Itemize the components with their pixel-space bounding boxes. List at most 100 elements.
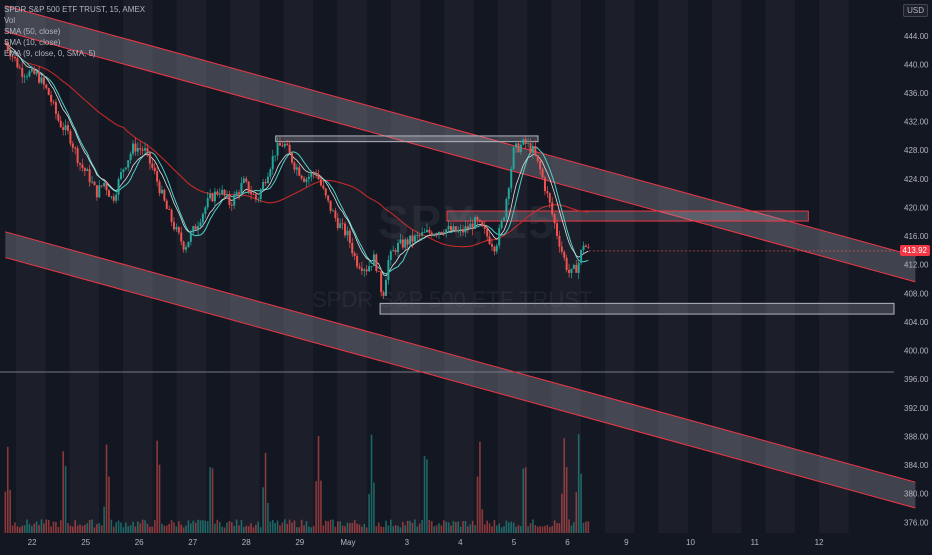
volume-bar xyxy=(368,493,370,533)
candle-body xyxy=(47,88,50,96)
candle-body xyxy=(274,155,277,157)
candle-body xyxy=(481,221,484,227)
candle-body xyxy=(76,148,79,164)
candle-body xyxy=(322,185,325,189)
volume-bar xyxy=(134,526,137,533)
volume-bar xyxy=(23,525,26,533)
candle-body xyxy=(107,190,110,197)
candle-body xyxy=(587,246,590,248)
legend-sma50[interactable]: SMA (50, close) xyxy=(4,27,61,36)
volume-bar xyxy=(303,525,305,533)
candle-body xyxy=(305,178,308,182)
candle-body xyxy=(286,143,289,145)
candle-body xyxy=(505,198,508,218)
candle-body xyxy=(435,234,438,235)
candle-body xyxy=(124,167,127,170)
candle-body xyxy=(209,193,212,199)
candle-body xyxy=(556,223,559,236)
volume-bar xyxy=(26,519,28,533)
volume-bar xyxy=(120,522,122,533)
candle-body xyxy=(577,262,580,273)
volume-bar xyxy=(561,493,563,533)
channel-edge-top xyxy=(5,231,916,483)
candle-body xyxy=(295,167,298,170)
candle-body xyxy=(531,146,534,153)
volume-bar xyxy=(322,525,325,533)
volume-bar xyxy=(488,523,491,533)
volume-bar xyxy=(464,521,467,533)
volume-bar xyxy=(397,525,399,533)
volume-bar xyxy=(283,519,286,533)
volume-bar xyxy=(341,525,344,533)
volume-bar xyxy=(146,523,149,533)
volume-bar xyxy=(163,525,166,533)
volume-bar xyxy=(259,527,262,533)
volume-bar xyxy=(404,525,407,533)
volume-bar xyxy=(320,480,322,533)
legend-ema[interactable]: EMA (9, close, 0, SMA, 5) xyxy=(4,49,96,58)
volume-bar xyxy=(192,520,195,533)
candle-body xyxy=(100,185,103,187)
candle-body xyxy=(358,266,361,269)
candle-body xyxy=(421,232,424,236)
candle-body xyxy=(344,223,347,236)
volume-bar xyxy=(414,519,416,533)
volume-bar xyxy=(45,519,48,533)
candle-body xyxy=(551,202,554,215)
volume-bar xyxy=(296,527,298,533)
candle-body xyxy=(66,125,69,131)
candle-body xyxy=(548,193,551,203)
volume-bar xyxy=(84,524,86,533)
legend-title[interactable]: SPDR S&P 500 ETF TRUST, 15, AMEX xyxy=(4,5,146,14)
x-tick-label: 12 xyxy=(815,538,824,547)
candle-body xyxy=(471,223,474,229)
y-tick-label: 376.00 xyxy=(904,518,929,527)
candle-body xyxy=(11,56,14,58)
session-band xyxy=(390,0,421,533)
legend-sma10[interactable]: SMA (10, close) xyxy=(4,38,61,47)
sma50-line xyxy=(4,42,589,248)
volume-bar xyxy=(520,525,522,533)
volume-bar xyxy=(57,526,60,533)
volume-bar xyxy=(202,520,204,533)
candle-body xyxy=(201,213,204,223)
volume-bar xyxy=(267,502,269,533)
volume-bar xyxy=(6,446,9,533)
candle-body xyxy=(271,156,274,170)
volume-bar xyxy=(35,521,38,533)
currency-button[interactable]: USD xyxy=(903,4,928,17)
volume-bar xyxy=(349,523,351,533)
volume-bar xyxy=(33,523,36,533)
volume-bar xyxy=(344,526,346,533)
volume-bar xyxy=(459,526,462,533)
volume-bar xyxy=(170,520,173,533)
volume-bar xyxy=(517,525,520,533)
candle-body xyxy=(507,188,510,199)
candle-body xyxy=(257,198,260,200)
volume-bar xyxy=(577,434,580,533)
candle-body xyxy=(172,221,175,230)
candle-body xyxy=(524,139,527,144)
candle-body xyxy=(213,191,216,202)
volume-bar xyxy=(580,473,582,533)
candle-body xyxy=(553,214,556,224)
candle-body xyxy=(230,204,233,206)
volume-bar xyxy=(132,521,134,533)
candle-body xyxy=(384,280,387,296)
legend-vol[interactable]: Vol xyxy=(4,16,16,25)
y-tick-label: 380.00 xyxy=(904,490,929,499)
candle-body xyxy=(488,236,491,244)
volume-bar xyxy=(14,522,16,533)
volume-bar xyxy=(498,523,500,533)
candle-body xyxy=(141,149,144,151)
candle-body xyxy=(122,169,125,173)
volume-bar xyxy=(582,522,585,533)
volume-bar xyxy=(93,527,96,533)
price-zones xyxy=(275,135,895,315)
candle-body xyxy=(483,226,486,229)
volume-bar xyxy=(483,524,486,533)
candle-body xyxy=(324,188,327,196)
candle-body xyxy=(194,226,197,230)
